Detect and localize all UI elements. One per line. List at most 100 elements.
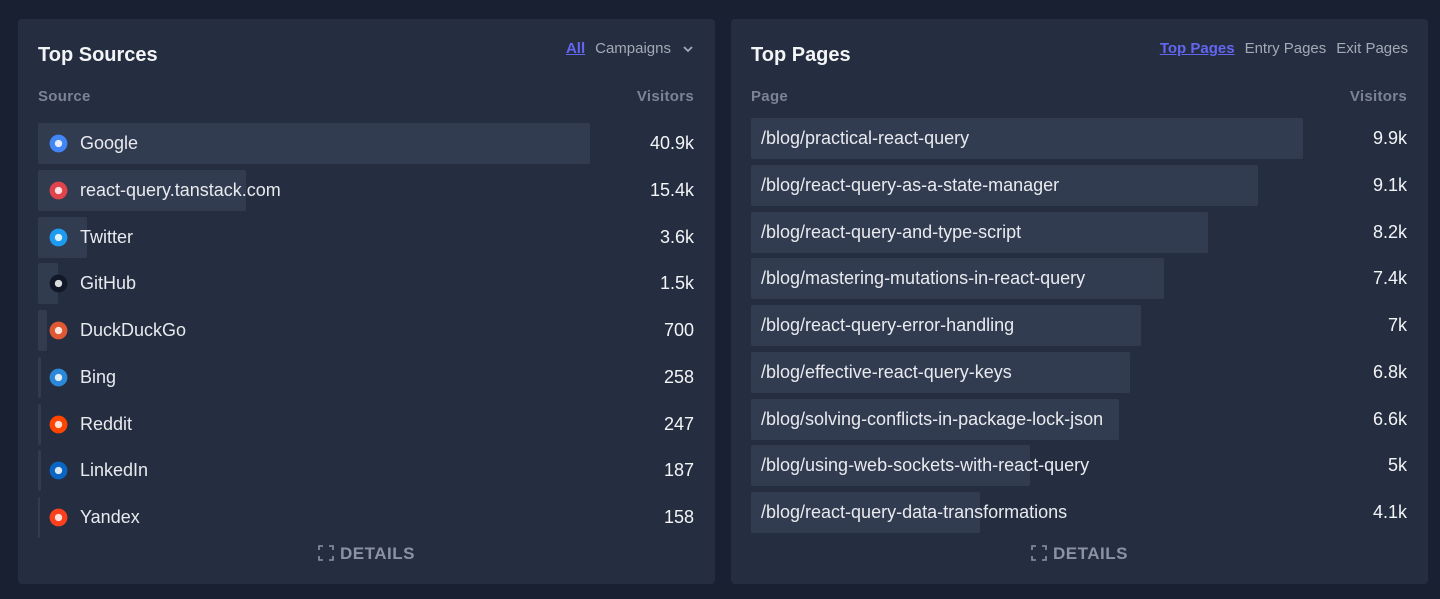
row-label[interactable]: LinkedIn xyxy=(80,460,149,481)
visitors: 40.9k xyxy=(649,133,694,153)
row-label[interactable]: /blog/react-query-error-handling xyxy=(761,315,1015,335)
source-icon xyxy=(49,508,68,527)
row: /blog/using-web-sockets-with-react-query… xyxy=(751,445,1407,487)
bar xyxy=(751,258,1164,300)
visitors: 700 xyxy=(663,320,694,340)
bar xyxy=(38,497,41,538)
visitors: 3.6k xyxy=(659,226,694,247)
row-label[interactable]: Yandex xyxy=(80,507,140,527)
row: Google 40.9k xyxy=(38,123,694,164)
visitors: 1.5k xyxy=(659,273,694,294)
details-button[interactable]: DETAILS xyxy=(18,544,715,564)
bar xyxy=(751,351,1131,393)
row: /blog/mastering-mutations-in-react-query… xyxy=(751,258,1407,300)
row-label[interactable]: DuckDuckGo xyxy=(80,320,187,340)
dropdown-chevron[interactable] xyxy=(681,42,695,56)
row-label[interactable]: /blog/react-query-as-a-state-manager xyxy=(761,174,1060,195)
row: /blog/react-query-data-transformations 4.… xyxy=(751,492,1407,533)
bar xyxy=(38,310,48,351)
row: DuckDuckGo 700 xyxy=(38,310,694,351)
visitors: 9.9k xyxy=(1372,128,1407,148)
row-label[interactable]: Google xyxy=(80,133,139,153)
bar xyxy=(38,356,42,398)
bar xyxy=(751,445,1030,487)
column-header: Visitors xyxy=(1349,88,1407,105)
row-label[interactable]: /blog/react-query-data-transformations xyxy=(761,502,1068,522)
tab[interactable]: All xyxy=(565,40,586,57)
tab[interactable]: Top Pages xyxy=(1159,40,1235,57)
bar xyxy=(751,492,980,533)
visitors: 247 xyxy=(663,413,694,434)
bar xyxy=(38,450,41,492)
visitors: 187 xyxy=(663,460,694,481)
visitors: 158 xyxy=(663,507,694,527)
row: Twitter 3.6k xyxy=(38,216,694,258)
visitors: 9.1k xyxy=(1372,174,1407,195)
bar xyxy=(751,398,1119,440)
tab[interactable]: Campaigns xyxy=(595,40,671,57)
visitors: 7k xyxy=(1387,315,1407,335)
tab[interactable]: Exit Pages xyxy=(1336,40,1408,57)
tab[interactable]: Entry Pages xyxy=(1244,40,1327,57)
visitors: 5k xyxy=(1387,455,1407,476)
source-icon xyxy=(49,134,68,153)
bar xyxy=(751,211,1209,253)
visitors: 6.8k xyxy=(1372,361,1407,382)
source-icon xyxy=(49,415,68,433)
row-label[interactable]: /blog/solving-conflicts-in-package-lock-… xyxy=(761,408,1104,429)
tabs: All Campaigns xyxy=(566,40,695,57)
row: /blog/solving-conflicts-in-package-lock-… xyxy=(751,398,1407,440)
source-icon xyxy=(49,321,68,340)
row-label[interactable]: GitHub xyxy=(80,273,137,294)
row: /blog/react-query-and-type-script 8.2k xyxy=(751,211,1407,253)
row-label[interactable]: /blog/effective-react-query-keys xyxy=(761,361,1012,382)
row-label[interactable]: /blog/practical-react-query xyxy=(761,128,970,148)
source-icon xyxy=(49,181,68,200)
row-label[interactable]: Twitter xyxy=(80,226,134,247)
bar xyxy=(38,263,59,305)
source-icon xyxy=(49,228,68,246)
row: /blog/effective-react-query-keys 6.8k xyxy=(751,351,1407,393)
row-label[interactable]: Reddit xyxy=(80,413,133,434)
row: /blog/react-query-as-a-state-manager 9.1k xyxy=(751,164,1407,206)
visitors: 7.4k xyxy=(1372,268,1407,289)
visitors: 15.4k xyxy=(649,179,694,200)
panel-title: Top Pages xyxy=(751,44,851,66)
bar xyxy=(38,169,246,211)
row-label[interactable]: react-query.tanstack.com xyxy=(80,179,281,200)
bar xyxy=(38,403,42,445)
row: GitHub 1.5k xyxy=(38,263,694,305)
row-label[interactable]: Bing xyxy=(80,366,117,387)
row-label[interactable]: /blog/react-query-and-type-script xyxy=(761,221,1022,242)
source-icon xyxy=(49,368,68,387)
source-icon xyxy=(49,274,68,293)
row-label[interactable]: /blog/using-web-sockets-with-react-query xyxy=(761,455,1090,476)
bar xyxy=(751,305,1142,346)
pages-panel: Top Pages Top Pages Entry Pages Exit Pages… xyxy=(731,19,1428,584)
source-icon xyxy=(49,461,68,480)
panel-title: Top Sources xyxy=(38,44,158,66)
expand-icon xyxy=(1031,545,1047,561)
expand-icon xyxy=(318,545,334,561)
row: /blog/practical-react-query 9.9k xyxy=(751,118,1407,159)
visitors: 8.2k xyxy=(1372,221,1407,242)
tabs: Top Pages Entry Pages Exit Pages xyxy=(1160,40,1408,57)
visitors: 4.1k xyxy=(1372,502,1407,522)
row-label[interactable]: /blog/mastering-mutations-in-react-query xyxy=(761,268,1086,289)
details-text: DETAILS xyxy=(1053,544,1128,563)
details-text: DETAILS xyxy=(340,544,415,563)
row: react-query.tanstack.com 15.4k xyxy=(38,169,694,211)
visitors: 258 xyxy=(663,366,694,387)
bar xyxy=(38,123,590,164)
bar xyxy=(751,118,1303,159)
sources-panel: Top Sources All Campaigns Source Visitors… xyxy=(18,19,715,584)
column-header: Page xyxy=(751,88,789,105)
row: Yandex 158 xyxy=(38,497,694,538)
row: /blog/react-query-error-handling 7k xyxy=(751,305,1407,346)
row: LinkedIn 187 xyxy=(38,450,694,492)
row: Reddit 247 xyxy=(38,403,694,445)
bar xyxy=(751,164,1259,206)
column-header: Visitors xyxy=(636,88,694,105)
details-button[interactable]: DETAILS xyxy=(731,544,1428,564)
